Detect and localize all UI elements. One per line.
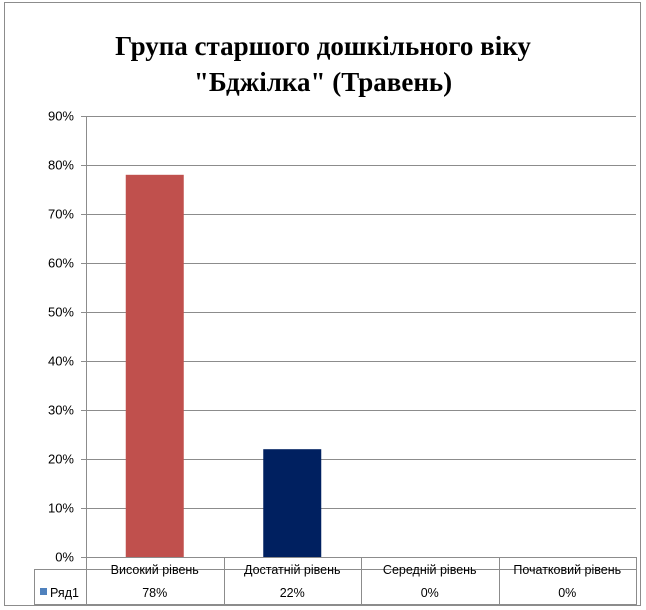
data-table-value: 0% <box>558 586 576 600</box>
y-tick-label: 80% <box>48 158 74 173</box>
y-tick-label: 40% <box>48 354 74 369</box>
legend-key <box>40 588 47 595</box>
category-label: Середній рівень <box>383 563 477 577</box>
y-tick-label: 20% <box>48 452 74 467</box>
chart-title: Група старшого дошкільного віку "Бджілка… <box>0 28 646 100</box>
category-label: Початковий рівень <box>513 563 621 577</box>
category-label: Достатній рівень <box>244 563 341 577</box>
y-tick-label: 60% <box>48 256 74 271</box>
y-tick-label: 30% <box>48 403 74 418</box>
data-table: Високий рівень 78% Достатній рівень 22% Сере… <box>34 557 637 605</box>
series-name: Ряд1 <box>50 586 79 600</box>
bars <box>125 174 322 558</box>
y-tick-label: 50% <box>48 305 74 320</box>
chart-title-line-1: Група старшого дошкільного віку <box>115 31 531 61</box>
y-tick-label: 0% <box>55 550 74 565</box>
category-label: Високий рівень <box>111 563 199 577</box>
data-table-value: 78% <box>142 586 167 600</box>
bar <box>125 174 184 558</box>
y-tick-label: 10% <box>48 501 74 516</box>
y-tick-label: 70% <box>48 207 74 222</box>
chart-frame <box>4 2 641 606</box>
data-table-value: 22% <box>280 586 305 600</box>
chart-title-line-2: "Бджілка" (Травень) <box>193 67 453 97</box>
bar <box>263 449 322 557</box>
y-axis-tick-labels: 0% 10% 20% 30% 40% 50% 60% 70% 80% 90% <box>48 109 74 565</box>
y-tick-label: 90% <box>48 109 74 124</box>
data-table-value: 0% <box>421 586 439 600</box>
